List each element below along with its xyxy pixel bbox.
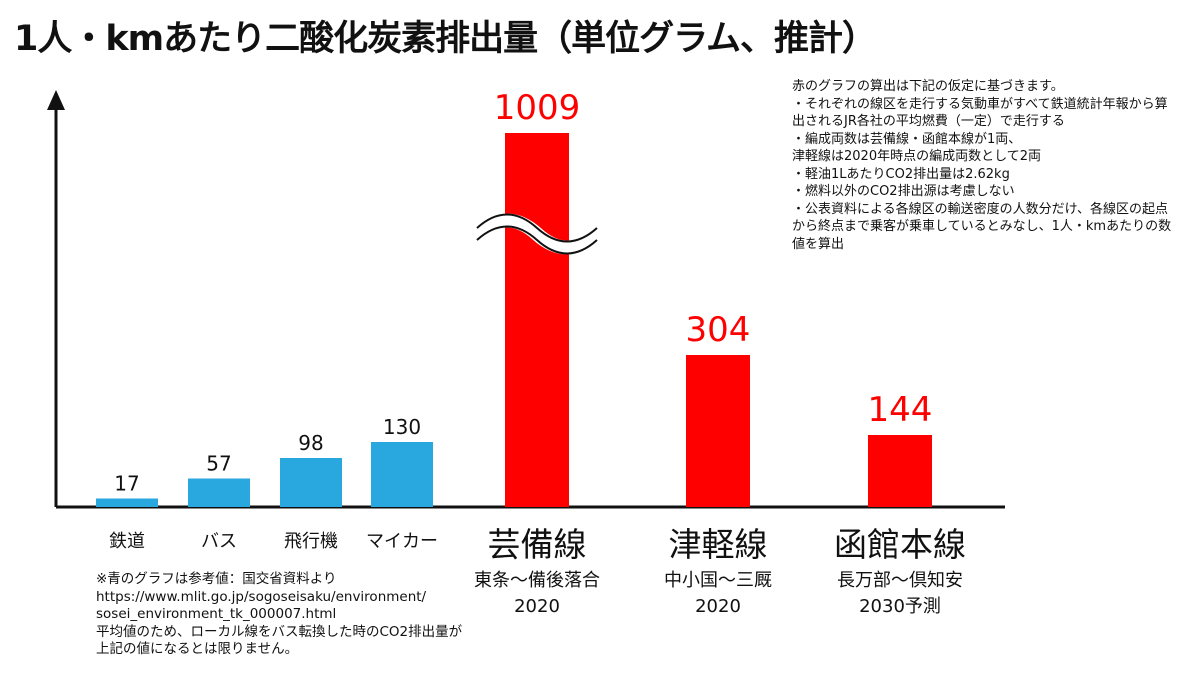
category-label-6: 津軽線 <box>669 525 768 564</box>
data-label-7: 144 <box>868 390 933 430</box>
bar-2 <box>188 478 250 507</box>
axis-break-gap <box>472 213 602 255</box>
bar-5 <box>505 133 569 507</box>
bar-3 <box>280 458 342 507</box>
category-label-1: 鉄道 <box>109 531 145 552</box>
category-label-4: マイカー <box>366 531 438 552</box>
axis-break-line-upper <box>476 213 598 243</box>
category-label-5: 芸備線 <box>488 525 587 564</box>
assumptions-note: 赤のグラフの算出は下記の仮定に基づきます。 ・それぞれの線区を走行する気動車がす… <box>792 79 1172 252</box>
category-label-2: バス <box>201 531 237 552</box>
data-label-3: 98 <box>298 431 323 455</box>
y-axis-arrow-icon <box>47 90 65 110</box>
category-label-7: 函館本線 <box>834 525 966 564</box>
category-label-3: 飛行機 <box>284 531 338 552</box>
data-label-6: 304 <box>686 310 751 350</box>
bar-6 <box>686 355 750 507</box>
data-label-4: 130 <box>383 415 421 439</box>
page-title: 1人・kmあたり二酸化炭素排出量（単位グラム、推計） <box>14 19 877 59</box>
axis-break-line-lower <box>476 225 598 255</box>
data-label-1: 17 <box>114 472 139 496</box>
bar-1 <box>96 498 158 507</box>
sub-label-7: 長万部〜倶知安 2030予測 <box>837 570 963 617</box>
reference-note: ※青のグラフは参考値：国交省資料より https://www.mlit.go.j… <box>96 571 463 657</box>
bar-4 <box>371 442 433 507</box>
data-label-5: 1009 <box>494 88 581 128</box>
sub-label-5: 東条〜備後落合 2020 <box>474 570 600 617</box>
bar-7 <box>868 435 932 507</box>
sub-label-6: 中小国〜三厩 2020 <box>664 570 772 617</box>
data-label-2: 57 <box>206 452 231 476</box>
